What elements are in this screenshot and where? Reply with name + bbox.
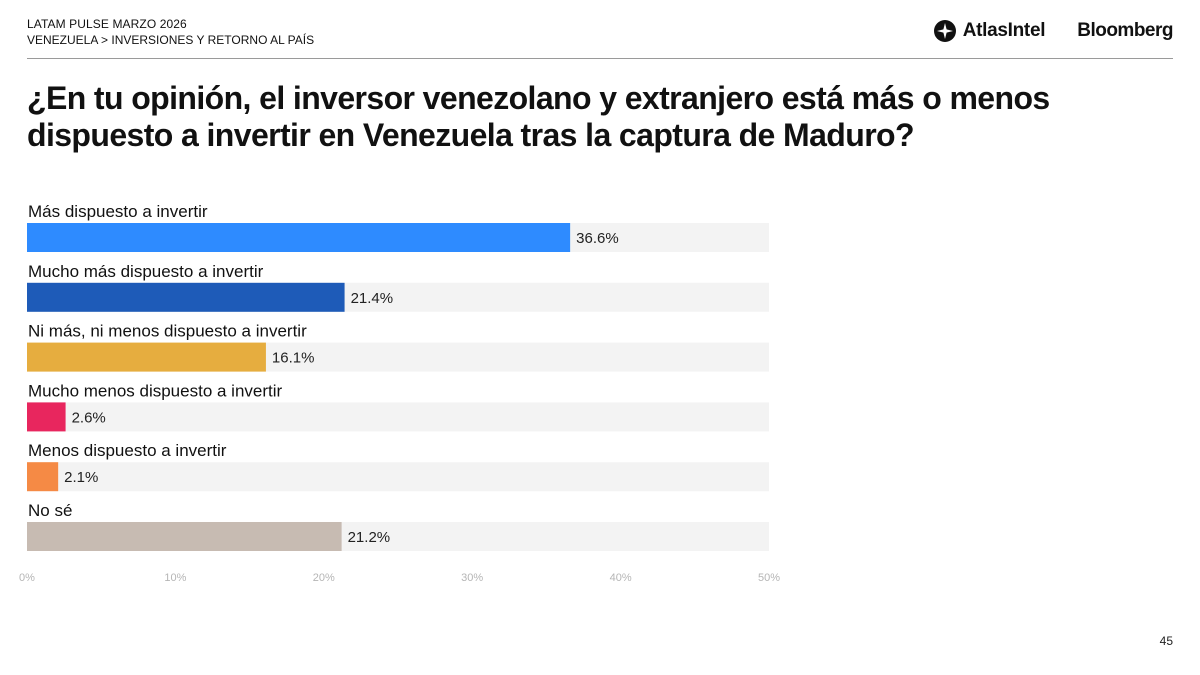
x-tick-label: 0%: [19, 572, 35, 584]
x-tick-label: 10%: [164, 572, 186, 584]
bar-track: [27, 402, 769, 432]
bar: [27, 223, 571, 252]
value-label: 16.1%: [272, 350, 315, 367]
atlasintel-logo: AtlasIntel: [933, 19, 1046, 43]
atlasintel-mark-icon: [933, 20, 956, 42]
category-label: Más dispuesto a invertir: [28, 202, 208, 221]
bar-track: [27, 462, 769, 492]
bar: [27, 402, 66, 432]
bar: [27, 462, 59, 492]
x-tick-label: 20%: [313, 572, 335, 584]
bar: [27, 342, 266, 372]
category-label: No sé: [28, 501, 72, 520]
category-label: Ni más, ni menos dispuesto a invertir: [28, 322, 307, 341]
x-tick-label: 30%: [461, 572, 483, 584]
header-divider: [27, 58, 1173, 59]
logos: AtlasIntel Bloomberg: [933, 16, 1173, 46]
category-label: Mucho más dispuesto a invertir: [28, 262, 264, 281]
value-label: 2.6%: [72, 409, 106, 426]
bar: [27, 282, 345, 312]
value-label: 2.1%: [64, 469, 98, 486]
report-kicker: LATAM PULSE MARZO 2026: [27, 17, 187, 31]
page-title: ¿En tu opinión, el inversor venezolano y…: [27, 80, 1050, 153]
bloomberg-logo: Bloomberg: [1077, 20, 1173, 41]
atlasintel-wordmark: AtlasIntel: [962, 20, 1046, 41]
category-label: Mucho menos dispuesto a invertir: [28, 381, 283, 400]
category-label: Menos dispuesto a invertir: [28, 441, 227, 460]
value-label: 36.6%: [576, 230, 619, 247]
x-tick-label: 40%: [610, 572, 632, 584]
value-label: 21.4%: [351, 290, 394, 307]
x-tick-label: 50%: [758, 572, 780, 584]
header: LATAM PULSE MARZO 2026 VENEZUELA > INVER…: [27, 16, 314, 48]
bar: [27, 522, 342, 551]
value-label: 21.2%: [348, 529, 391, 546]
breadcrumb: VENEZUELA > INVERSIONES Y RETORNO AL PAÍ…: [27, 33, 315, 47]
page-number: 45: [1159, 634, 1173, 648]
